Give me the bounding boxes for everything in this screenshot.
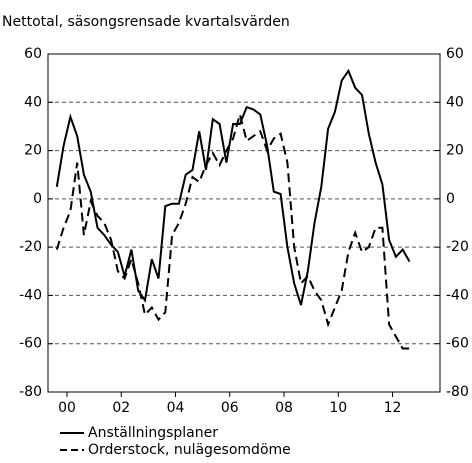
y2-tick-label: -60 <box>446 336 469 352</box>
y2-tick-label: -80 <box>446 384 469 400</box>
y-tick-label: -80 <box>19 384 42 400</box>
y2-tick-label: -20 <box>446 239 469 255</box>
y2-tick-label: 60 <box>446 46 464 62</box>
series-line <box>55 68 411 306</box>
legend-label: Anställningsplaner <box>88 425 218 441</box>
y-tick-label: 0 <box>33 191 42 207</box>
y-tick-label: 20 <box>24 143 42 159</box>
y-tick-label: 40 <box>24 94 42 110</box>
x-tick-label: 02 <box>112 400 130 416</box>
x-tick-label: 00 <box>58 400 76 416</box>
y2-tick-label: 40 <box>446 94 464 110</box>
chart-subtitle: Nettotal, säsongsrensade kvartalsvärden <box>2 14 290 30</box>
y-tick-label: -60 <box>19 336 42 352</box>
y2-tick-label: -40 <box>446 287 469 303</box>
plot-frame <box>47 53 441 393</box>
x-tick-label: 12 <box>384 400 402 416</box>
y-tick-label: 60 <box>24 46 42 62</box>
x-tick-label: 04 <box>167 400 185 416</box>
y2-tick-label: 0 <box>446 191 455 207</box>
series-line <box>55 110 410 350</box>
x-tick-label: 10 <box>329 400 347 416</box>
y-tick-label: -20 <box>19 239 42 255</box>
y2-tick-label: 20 <box>446 143 464 159</box>
legend-label: Orderstock, nulägesomdöme <box>88 442 291 458</box>
x-tick-label: 08 <box>275 400 293 416</box>
x-tick-label: 06 <box>221 400 239 416</box>
y-tick-label: -40 <box>19 287 42 303</box>
